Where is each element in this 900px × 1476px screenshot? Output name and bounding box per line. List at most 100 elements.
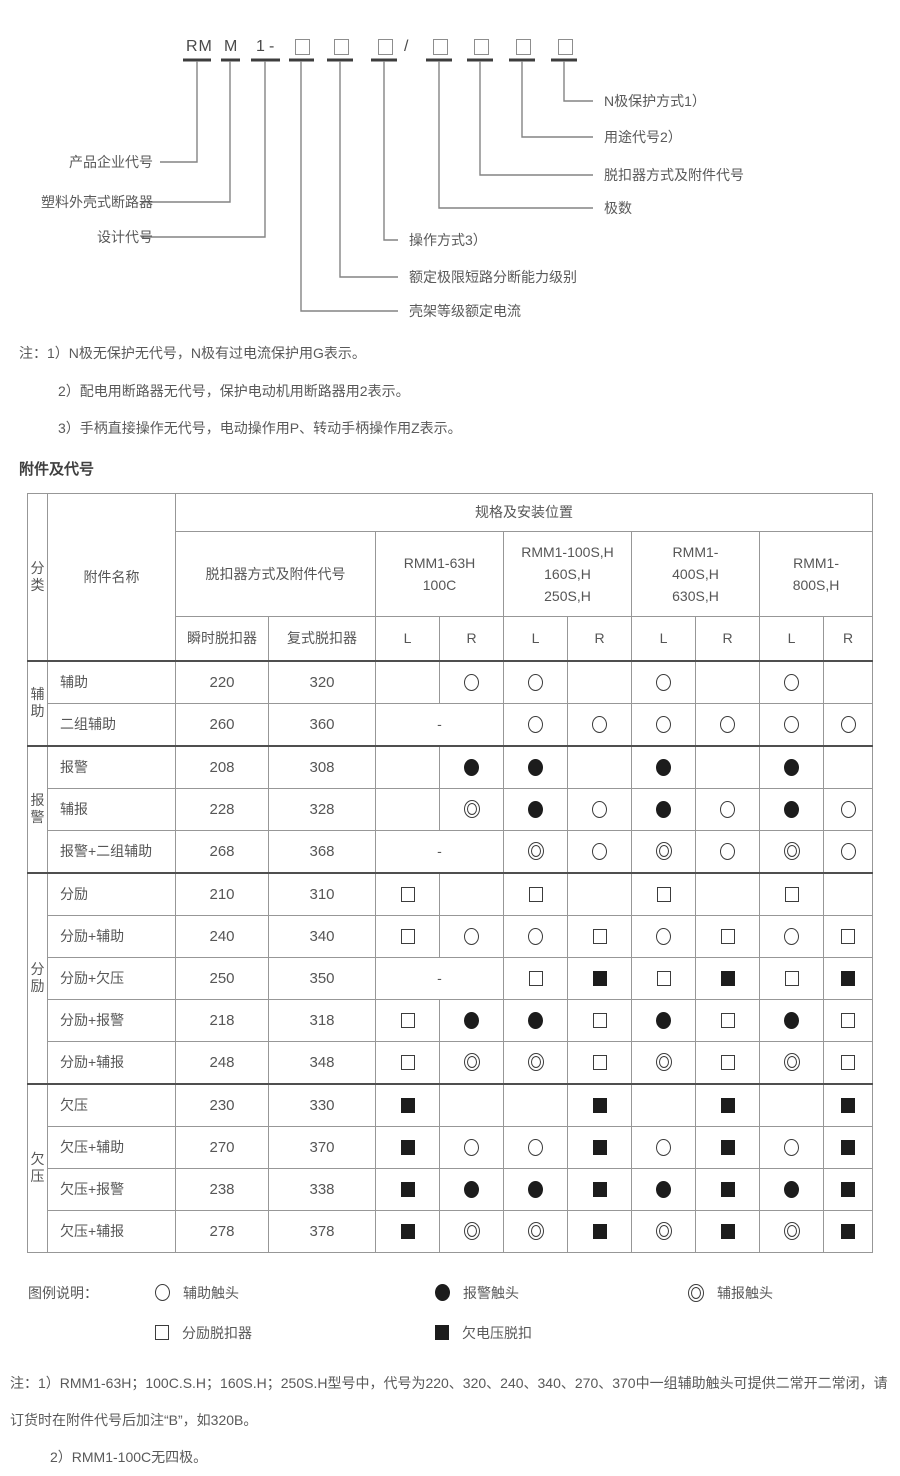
aux-alarm-contact-symbol — [655, 1222, 672, 1241]
note-line: 2）RMM1-100C无四极。 — [50, 1448, 208, 1465]
position-cell — [631, 1082, 696, 1127]
undervoltage-release-symbol — [841, 1224, 856, 1240]
table-header-row: 瞬时脱扣器 复式脱扣器 L R L R L R L R — [28, 615, 874, 662]
position-cell — [695, 1082, 760, 1127]
accessory-name-cell: 欠压+报警 — [47, 1167, 176, 1211]
aux-contact-symbol — [720, 842, 735, 860]
position-cell — [631, 956, 696, 1000]
legend-item: 辅报触头 — [688, 1283, 773, 1303]
position-cell — [503, 702, 568, 746]
instant-code-cell: 238 — [175, 1167, 269, 1211]
position-cell — [503, 829, 568, 873]
not-available-cell: - — [375, 702, 504, 746]
position-cell — [503, 998, 568, 1042]
position-cell — [503, 1040, 568, 1084]
instant-code-cell: 270 — [175, 1125, 269, 1169]
compound-release-header: 复式脱扣器 — [268, 615, 376, 662]
shunt-release-symbol — [720, 929, 735, 945]
instant-code-cell: 210 — [175, 871, 269, 916]
trip-mode-header: 脱扣器方式及附件代号 — [175, 530, 376, 617]
position-l-header: L — [631, 615, 696, 662]
note-line: 注：1）RMM1-63H；100C.S.H；160S.H；250S.H型号中，代… — [10, 1374, 888, 1428]
position-cell — [439, 659, 504, 704]
alarm-contact-symbol — [784, 1011, 799, 1029]
position-cell — [695, 702, 760, 746]
open-square-icon — [155, 1325, 169, 1340]
position-r-header: R — [695, 615, 760, 662]
accessories-section-title: 附件及代号 — [19, 460, 95, 478]
filled-circle-icon — [435, 1284, 450, 1301]
compound-code-cell: 320 — [268, 659, 376, 704]
filled-square-icon — [435, 1325, 449, 1340]
compound-code-cell: 340 — [268, 914, 376, 958]
instant-code-cell: 218 — [175, 998, 269, 1042]
position-cell — [759, 956, 824, 1000]
position-cell — [567, 1167, 632, 1211]
position-cell — [759, 1209, 824, 1253]
shunt-release-symbol — [784, 971, 799, 987]
position-cell — [695, 787, 760, 831]
position-cell — [695, 1040, 760, 1084]
alarm-contact-symbol — [656, 800, 671, 818]
position-cell — [567, 1125, 632, 1169]
position-cell — [631, 1209, 696, 1253]
instant-release-header: 瞬时脱扣器 — [175, 615, 269, 662]
accessory-row: 分励+报警 218 318 — [28, 998, 874, 1042]
instant-code-cell: 248 — [175, 1040, 269, 1084]
position-cell — [759, 998, 824, 1042]
aux-contact-symbol — [528, 927, 543, 945]
undervoltage-release-symbol — [841, 1182, 856, 1198]
accessory-name-cell: 分励+报警 — [47, 998, 176, 1042]
position-cell — [631, 787, 696, 831]
position-l-header: L — [503, 615, 568, 662]
position-cell — [759, 871, 824, 916]
position-cell — [439, 1082, 504, 1127]
position-cell — [375, 787, 440, 831]
alarm-contact-symbol — [528, 800, 543, 818]
callout-operation-mode: 操作方式3） — [409, 232, 487, 248]
compound-code-cell: 318 — [268, 998, 376, 1042]
position-cell — [822, 829, 874, 873]
model-prefix-token: RM — [186, 38, 213, 55]
position-cell — [822, 914, 874, 958]
compound-code-cell: 368 — [268, 829, 376, 873]
position-cell — [503, 1209, 568, 1253]
position-cell — [822, 787, 874, 831]
position-cell — [567, 1209, 632, 1253]
accessory-name-cell: 分励+欠压 — [47, 956, 176, 1000]
position-cell — [567, 1040, 632, 1084]
compound-code-cell: 348 — [268, 1040, 376, 1084]
position-cell — [503, 1167, 568, 1211]
position-cell — [503, 744, 568, 789]
accessory-row: 欠压 欠压 230 330 — [27, 1082, 874, 1253]
shunt-release-symbol — [784, 887, 799, 903]
aux-contact-symbol — [656, 927, 671, 945]
undervoltage-release-symbol — [592, 1224, 607, 1240]
position-cell — [759, 1125, 824, 1169]
note-line: 2）配电用断路器无代号，保护电动机用断路器用2表示。 — [58, 382, 410, 399]
aux-contact-symbol — [528, 1138, 543, 1156]
position-cell — [759, 659, 824, 704]
callout-enterprise-code: 产品企业代号 — [69, 154, 153, 170]
position-cell — [503, 956, 568, 1000]
aux-contact-symbol — [528, 673, 543, 691]
model-group-header: RMM1- 800S,H — [758, 530, 874, 617]
model-group-header: RMM1- 400S,H 630S,H — [631, 530, 760, 617]
model-type-token: M — [224, 38, 239, 55]
aux-contact-symbol — [464, 1138, 479, 1156]
shunt-release-symbol — [528, 971, 543, 987]
aux-contact-symbol — [656, 715, 671, 733]
aux-contact-symbol — [784, 715, 799, 733]
position-cell — [503, 871, 568, 916]
position-cell — [631, 659, 696, 704]
callout-n-pole-protection: N极保护方式1） — [604, 93, 706, 109]
position-cell — [375, 1167, 440, 1211]
accessory-name-cell: 报警+二组辅助 — [47, 829, 176, 873]
aux-alarm-contact-symbol — [463, 1053, 480, 1072]
shunt-release-symbol — [841, 929, 856, 945]
position-cell — [695, 914, 760, 958]
aux-alarm-contact-symbol — [527, 1222, 544, 1241]
position-cell — [759, 1040, 824, 1084]
position-cell — [695, 998, 760, 1042]
undervoltage-release-symbol — [841, 1140, 856, 1156]
